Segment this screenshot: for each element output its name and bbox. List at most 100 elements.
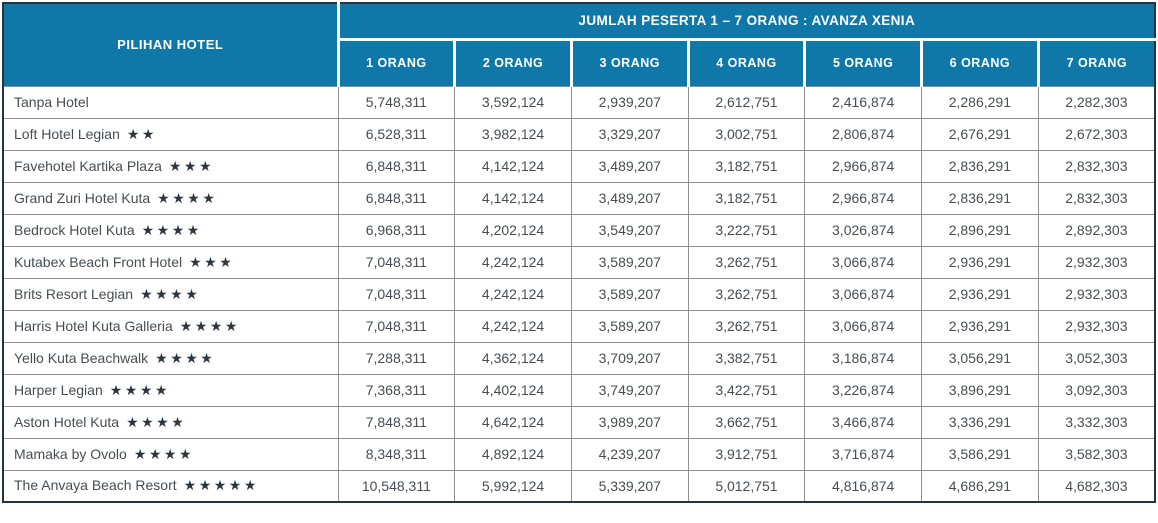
price-cell-3-orang: 3,489,207 bbox=[570, 149, 689, 183]
price-cell-2-orang: 4,892,124 bbox=[454, 437, 572, 471]
price-cell-7-orang: 2,892,303 bbox=[1037, 213, 1156, 247]
hotel-name: Aston Hotel Kuta bbox=[14, 413, 120, 430]
price-cell-3-orang: 2,939,207 bbox=[570, 85, 689, 119]
price-cell-6-orang: 2,836,291 bbox=[921, 181, 1039, 215]
price-cell-3-orang: 3,589,207 bbox=[570, 277, 689, 311]
price-cell-5-orang: 2,966,874 bbox=[804, 149, 923, 183]
price-cell-4-orang: 3,912,751 bbox=[687, 437, 806, 471]
price-cell-4-orang: 2,612,751 bbox=[687, 85, 806, 119]
price-cell-6-orang: 2,936,291 bbox=[921, 277, 1039, 311]
price-cell-5-orang: 3,716,874 bbox=[804, 437, 923, 471]
group-header-jumlah-peserta: JUMLAH PESERTA 1 – 7 ORANG : AVANZA XENI… bbox=[338, 3, 1155, 41]
price-cell-4-orang: 3,262,751 bbox=[687, 245, 806, 279]
column-header-3-orang: 3 ORANG bbox=[569, 39, 689, 86]
price-cell-3-orang: 5,339,207 bbox=[570, 469, 689, 503]
price-cell-5-orang: 3,066,874 bbox=[804, 309, 923, 343]
table-header: PILIHAN HOTEL JUMLAH PESERTA 1 – 7 ORANG… bbox=[3, 3, 1155, 86]
price-cell-3-orang: 3,589,207 bbox=[570, 309, 689, 343]
hotel-name: Mamaka by Ovolo bbox=[14, 445, 127, 462]
price-cell-6-orang: 3,056,291 bbox=[921, 341, 1039, 375]
hotel-star-rating: ★★★★ bbox=[109, 381, 170, 398]
price-cell-6-orang: 2,836,291 bbox=[921, 149, 1039, 183]
price-cell-1-orang: 6,848,311 bbox=[337, 181, 456, 215]
price-cell-6-orang: 4,686,291 bbox=[921, 469, 1039, 503]
price-cell-2-orang: 4,242,124 bbox=[454, 309, 572, 343]
hotel-name-cell: Aston Hotel Kuta ★★★★ bbox=[2, 405, 339, 439]
hotel-name: Harris Hotel Kuta Galleria bbox=[14, 317, 173, 334]
hotel-name-cell: Harper Legian ★★★★ bbox=[2, 373, 339, 407]
table-row: Harris Hotel Kuta Galleria ★★★★ 7,048,311 4… bbox=[2, 309, 1156, 343]
table-row: Mamaka by Ovolo ★★★★ 8,348,311 4,892,124 4,2… bbox=[2, 437, 1156, 471]
price-cell-4-orang: 5,012,751 bbox=[687, 469, 806, 503]
hotel-name-cell: Grand Zuri Hotel Kuta ★★★★ bbox=[2, 181, 339, 215]
price-cell-3-orang: 3,329,207 bbox=[570, 117, 689, 151]
table-row: Brits Resort Legian ★★★★ 7,048,311 4,242,12… bbox=[2, 277, 1156, 311]
hotel-name-cell: Favehotel Kartika Plaza ★★★ bbox=[2, 149, 339, 183]
price-cell-4-orang: 3,182,751 bbox=[687, 149, 806, 183]
price-cell-4-orang: 3,262,751 bbox=[687, 277, 806, 311]
price-cell-3-orang: 3,709,207 bbox=[570, 341, 689, 375]
price-cell-5-orang: 2,806,874 bbox=[804, 117, 923, 151]
price-cell-1-orang: 7,048,311 bbox=[337, 309, 456, 343]
price-cell-1-orang: 8,348,311 bbox=[337, 437, 456, 471]
price-cell-1-orang: 10,548,311 bbox=[337, 469, 456, 503]
price-cell-3-orang: 3,549,207 bbox=[570, 213, 689, 247]
hotel-name: Bedrock Hotel Kuta bbox=[14, 221, 135, 238]
price-cell-2-orang: 4,642,124 bbox=[454, 405, 572, 439]
price-cell-3-orang: 3,489,207 bbox=[570, 181, 689, 215]
price-cell-1-orang: 7,848,311 bbox=[337, 405, 456, 439]
price-cell-6-orang: 2,896,291 bbox=[921, 213, 1039, 247]
hotel-star-rating: ★★★★★ bbox=[183, 477, 259, 494]
hotel-name-cell: Tanpa Hotel bbox=[2, 85, 339, 119]
hotel-price-table: PILIHAN HOTEL JUMLAH PESERTA 1 – 7 ORANG… bbox=[2, 2, 1156, 503]
price-cell-2-orang: 4,362,124 bbox=[454, 341, 572, 375]
table-row: Kutabex Beach Front Hotel ★★★ 7,048,311 4,2… bbox=[2, 245, 1156, 279]
hotel-name: Yello Kuta Beachwalk bbox=[14, 349, 149, 366]
price-cell-7-orang: 2,932,303 bbox=[1037, 277, 1156, 311]
hotel-name-cell: Bedrock Hotel Kuta ★★★★ bbox=[2, 213, 339, 247]
hotel-name: Loft Hotel Legian bbox=[14, 125, 120, 142]
price-cell-6-orang: 3,586,291 bbox=[921, 437, 1039, 471]
price-cell-2-orang: 4,202,124 bbox=[454, 213, 572, 247]
price-cell-4-orang: 3,182,751 bbox=[687, 181, 806, 215]
hotel-name-cell: The Anvaya Beach Resort ★★★★★ bbox=[2, 469, 339, 503]
price-cell-3-orang: 3,749,207 bbox=[570, 373, 689, 407]
price-cell-7-orang: 2,932,303 bbox=[1037, 245, 1156, 279]
column-header-1-orang: 1 ORANG bbox=[338, 39, 455, 86]
hotel-star-rating: ★★★★ bbox=[179, 317, 240, 334]
price-cell-1-orang: 6,848,311 bbox=[337, 149, 456, 183]
price-cell-1-orang: 6,968,311 bbox=[337, 213, 456, 247]
price-cell-3-orang: 4,239,207 bbox=[570, 437, 689, 471]
price-cell-7-orang: 2,832,303 bbox=[1037, 181, 1156, 215]
hotel-name: Tanpa Hotel bbox=[14, 94, 89, 110]
price-cell-2-orang: 5,992,124 bbox=[454, 469, 572, 503]
price-cell-1-orang: 7,048,311 bbox=[337, 277, 456, 311]
price-cell-2-orang: 4,402,124 bbox=[454, 373, 572, 407]
price-cell-4-orang: 3,382,751 bbox=[687, 341, 806, 375]
price-cell-1-orang: 7,288,311 bbox=[337, 341, 456, 375]
column-header-7-orang: 7 ORANG bbox=[1036, 39, 1155, 86]
column-header-5-orang: 5 ORANG bbox=[803, 39, 922, 86]
price-cell-4-orang: 3,002,751 bbox=[687, 117, 806, 151]
hotel-name: Favehotel Kartika Plaza bbox=[14, 157, 162, 174]
price-cell-2-orang: 4,242,124 bbox=[454, 245, 572, 279]
price-cell-1-orang: 6,528,311 bbox=[337, 117, 456, 151]
price-cell-7-orang: 3,332,303 bbox=[1037, 405, 1156, 439]
price-cell-5-orang: 2,416,874 bbox=[804, 85, 923, 119]
price-cell-4-orang: 3,662,751 bbox=[687, 405, 806, 439]
hotel-star-rating: ★★★★ bbox=[141, 221, 202, 238]
price-cell-7-orang: 4,682,303 bbox=[1037, 469, 1156, 503]
column-header-4-orang: 4 ORANG bbox=[686, 39, 805, 86]
price-cell-5-orang: 3,066,874 bbox=[804, 277, 923, 311]
column-header-2-orang: 2 ORANG bbox=[453, 39, 572, 86]
table-row: Yello Kuta Beachwalk ★★★★ 7,288,311 4,362,1… bbox=[2, 341, 1156, 375]
hotel-name: Kutabex Beach Front Hotel bbox=[14, 253, 183, 270]
price-cell-2-orang: 4,142,124 bbox=[454, 181, 572, 215]
hotel-name: Brits Resort Legian bbox=[14, 285, 134, 302]
price-cell-5-orang: 3,186,874 bbox=[804, 341, 923, 375]
price-cell-1-orang: 7,048,311 bbox=[337, 245, 456, 279]
table-row: Tanpa Hotel 5,748,311 3,592,124 2,939,207 2,… bbox=[2, 85, 1156, 119]
hotel-name-cell: Kutabex Beach Front Hotel ★★★ bbox=[2, 245, 339, 279]
price-cell-4-orang: 3,222,751 bbox=[687, 213, 806, 247]
